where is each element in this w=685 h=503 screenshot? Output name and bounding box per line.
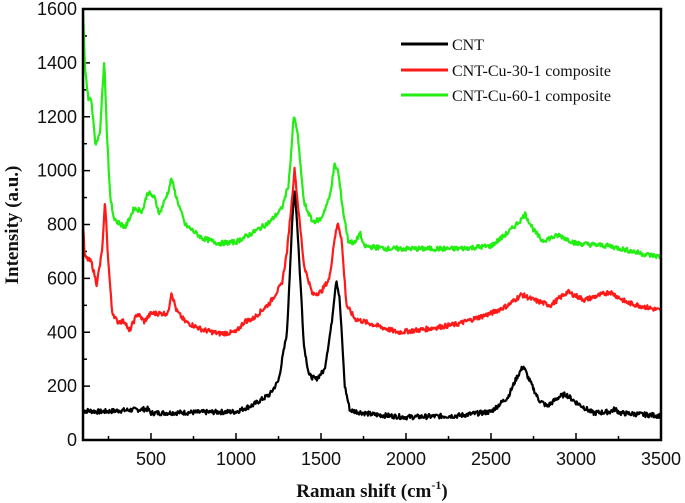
x-axis-label: Raman shift (cm-1) (296, 478, 447, 502)
y-tick-label: 800 (47, 215, 77, 235)
legend-label-cu30: CNT-Cu-30-1 composite (452, 63, 611, 80)
x-tick-label: 3500 (641, 449, 681, 469)
y-tick-label: 1000 (37, 161, 77, 181)
x-tick-label: 1000 (216, 449, 256, 469)
y-tick-label: 0 (67, 430, 77, 450)
series-line-1 (81, 166, 663, 337)
y-tick-label: 200 (47, 376, 77, 396)
legend-label-cu60: CNT-Cu-60-1 composite (452, 88, 611, 105)
y-tick-label: 1400 (37, 53, 77, 73)
x-axis-label-sup: -1 (431, 478, 441, 492)
x-tick-label: 2500 (471, 449, 511, 469)
x-tick-label: 2000 (386, 449, 426, 469)
x-tick-label: 1500 (301, 449, 341, 469)
x-tick-label: 3000 (556, 449, 596, 469)
y-axis-label: Intensity (a.u.) (2, 166, 23, 285)
x-tick-label: 500 (136, 449, 166, 469)
legend-label-cnt: CNT (452, 37, 484, 54)
x-axis-label-close: ) (441, 481, 447, 502)
series-line-0 (82, 190, 663, 421)
plot-frame (81, 7, 663, 442)
series-line-2 (81, 8, 663, 260)
y-tick-label: 400 (47, 322, 77, 342)
y-tick-label: 1200 (37, 107, 77, 127)
legend: CNT CNT-Cu-30-1 composite CNT-Cu-60-1 co… (401, 37, 611, 105)
y-tick-label: 600 (47, 268, 77, 288)
y-tick-label: 1600 (37, 0, 77, 19)
x-axis-label-text: Raman shift (cm (296, 481, 431, 502)
